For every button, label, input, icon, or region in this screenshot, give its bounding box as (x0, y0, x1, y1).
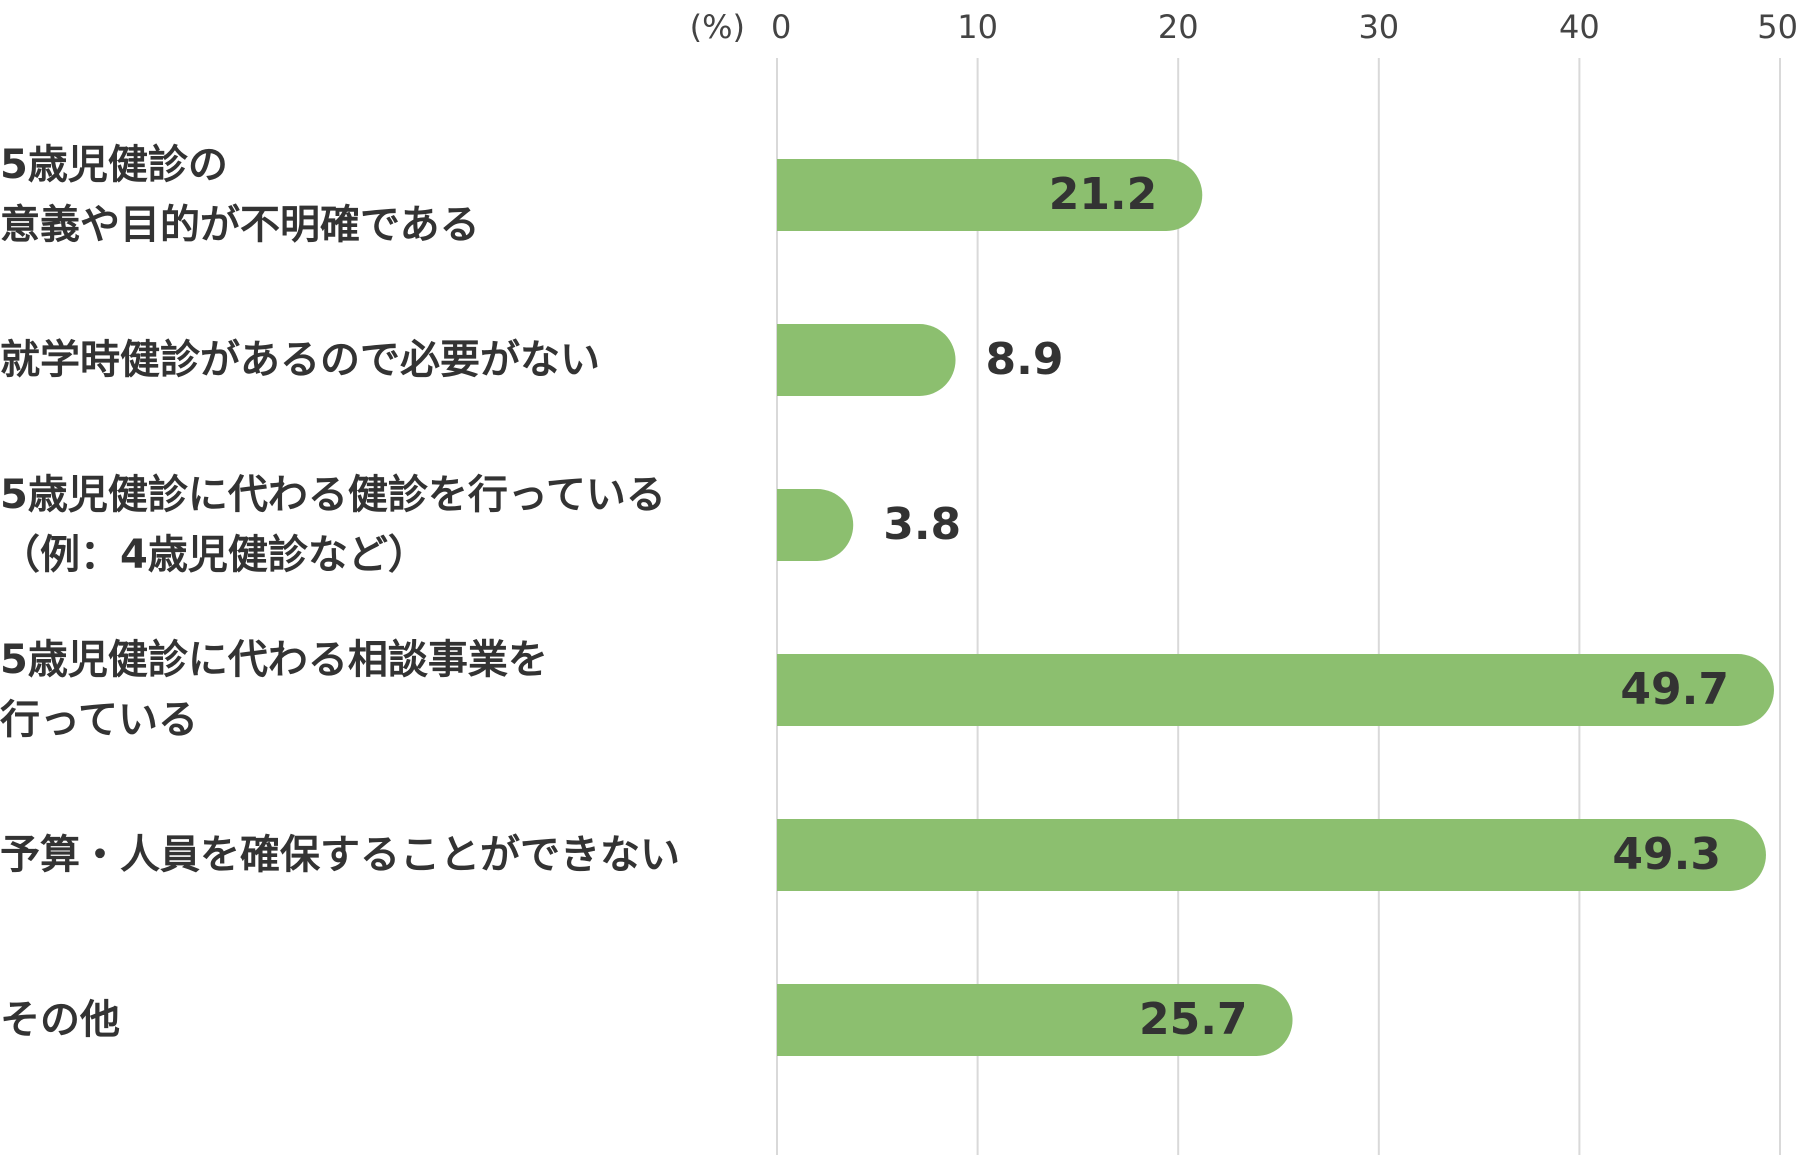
data-label: 49.7 (1620, 664, 1729, 715)
bar (777, 654, 1774, 726)
axis-unit-label: (%) (690, 8, 745, 46)
category-label: 予算・人員を確保することができない (0, 832, 680, 878)
category-label: その他 (0, 997, 120, 1043)
data-label: 21.2 (1049, 169, 1158, 220)
data-label: 49.3 (1612, 829, 1721, 880)
bar (777, 984, 1293, 1056)
category-label: 5歳児健診に代わる健診を行っている （例：4歳児健診など） (0, 472, 666, 578)
bar (777, 324, 956, 396)
bar (777, 489, 854, 561)
tick-label: 40 (1559, 8, 1600, 46)
category-label: 就学時健診があるので必要がない (0, 337, 600, 383)
category-label: 5歳児健診に代わる相談事業を 行っている (0, 637, 548, 743)
bar (777, 819, 1766, 891)
tick-label: 50 (1757, 8, 1798, 46)
tick-label: 10 (957, 8, 998, 46)
tick-label: 30 (1358, 8, 1399, 46)
tick-label: 0 (771, 8, 791, 46)
data-label: 8.9 (986, 334, 1064, 385)
bar (777, 159, 1203, 231)
tick-label: 20 (1158, 8, 1199, 46)
data-label: 3.8 (883, 499, 961, 550)
data-label: 25.7 (1139, 994, 1248, 1045)
category-label: 5歳児健診の 意義や目的が不明確である (0, 142, 480, 248)
